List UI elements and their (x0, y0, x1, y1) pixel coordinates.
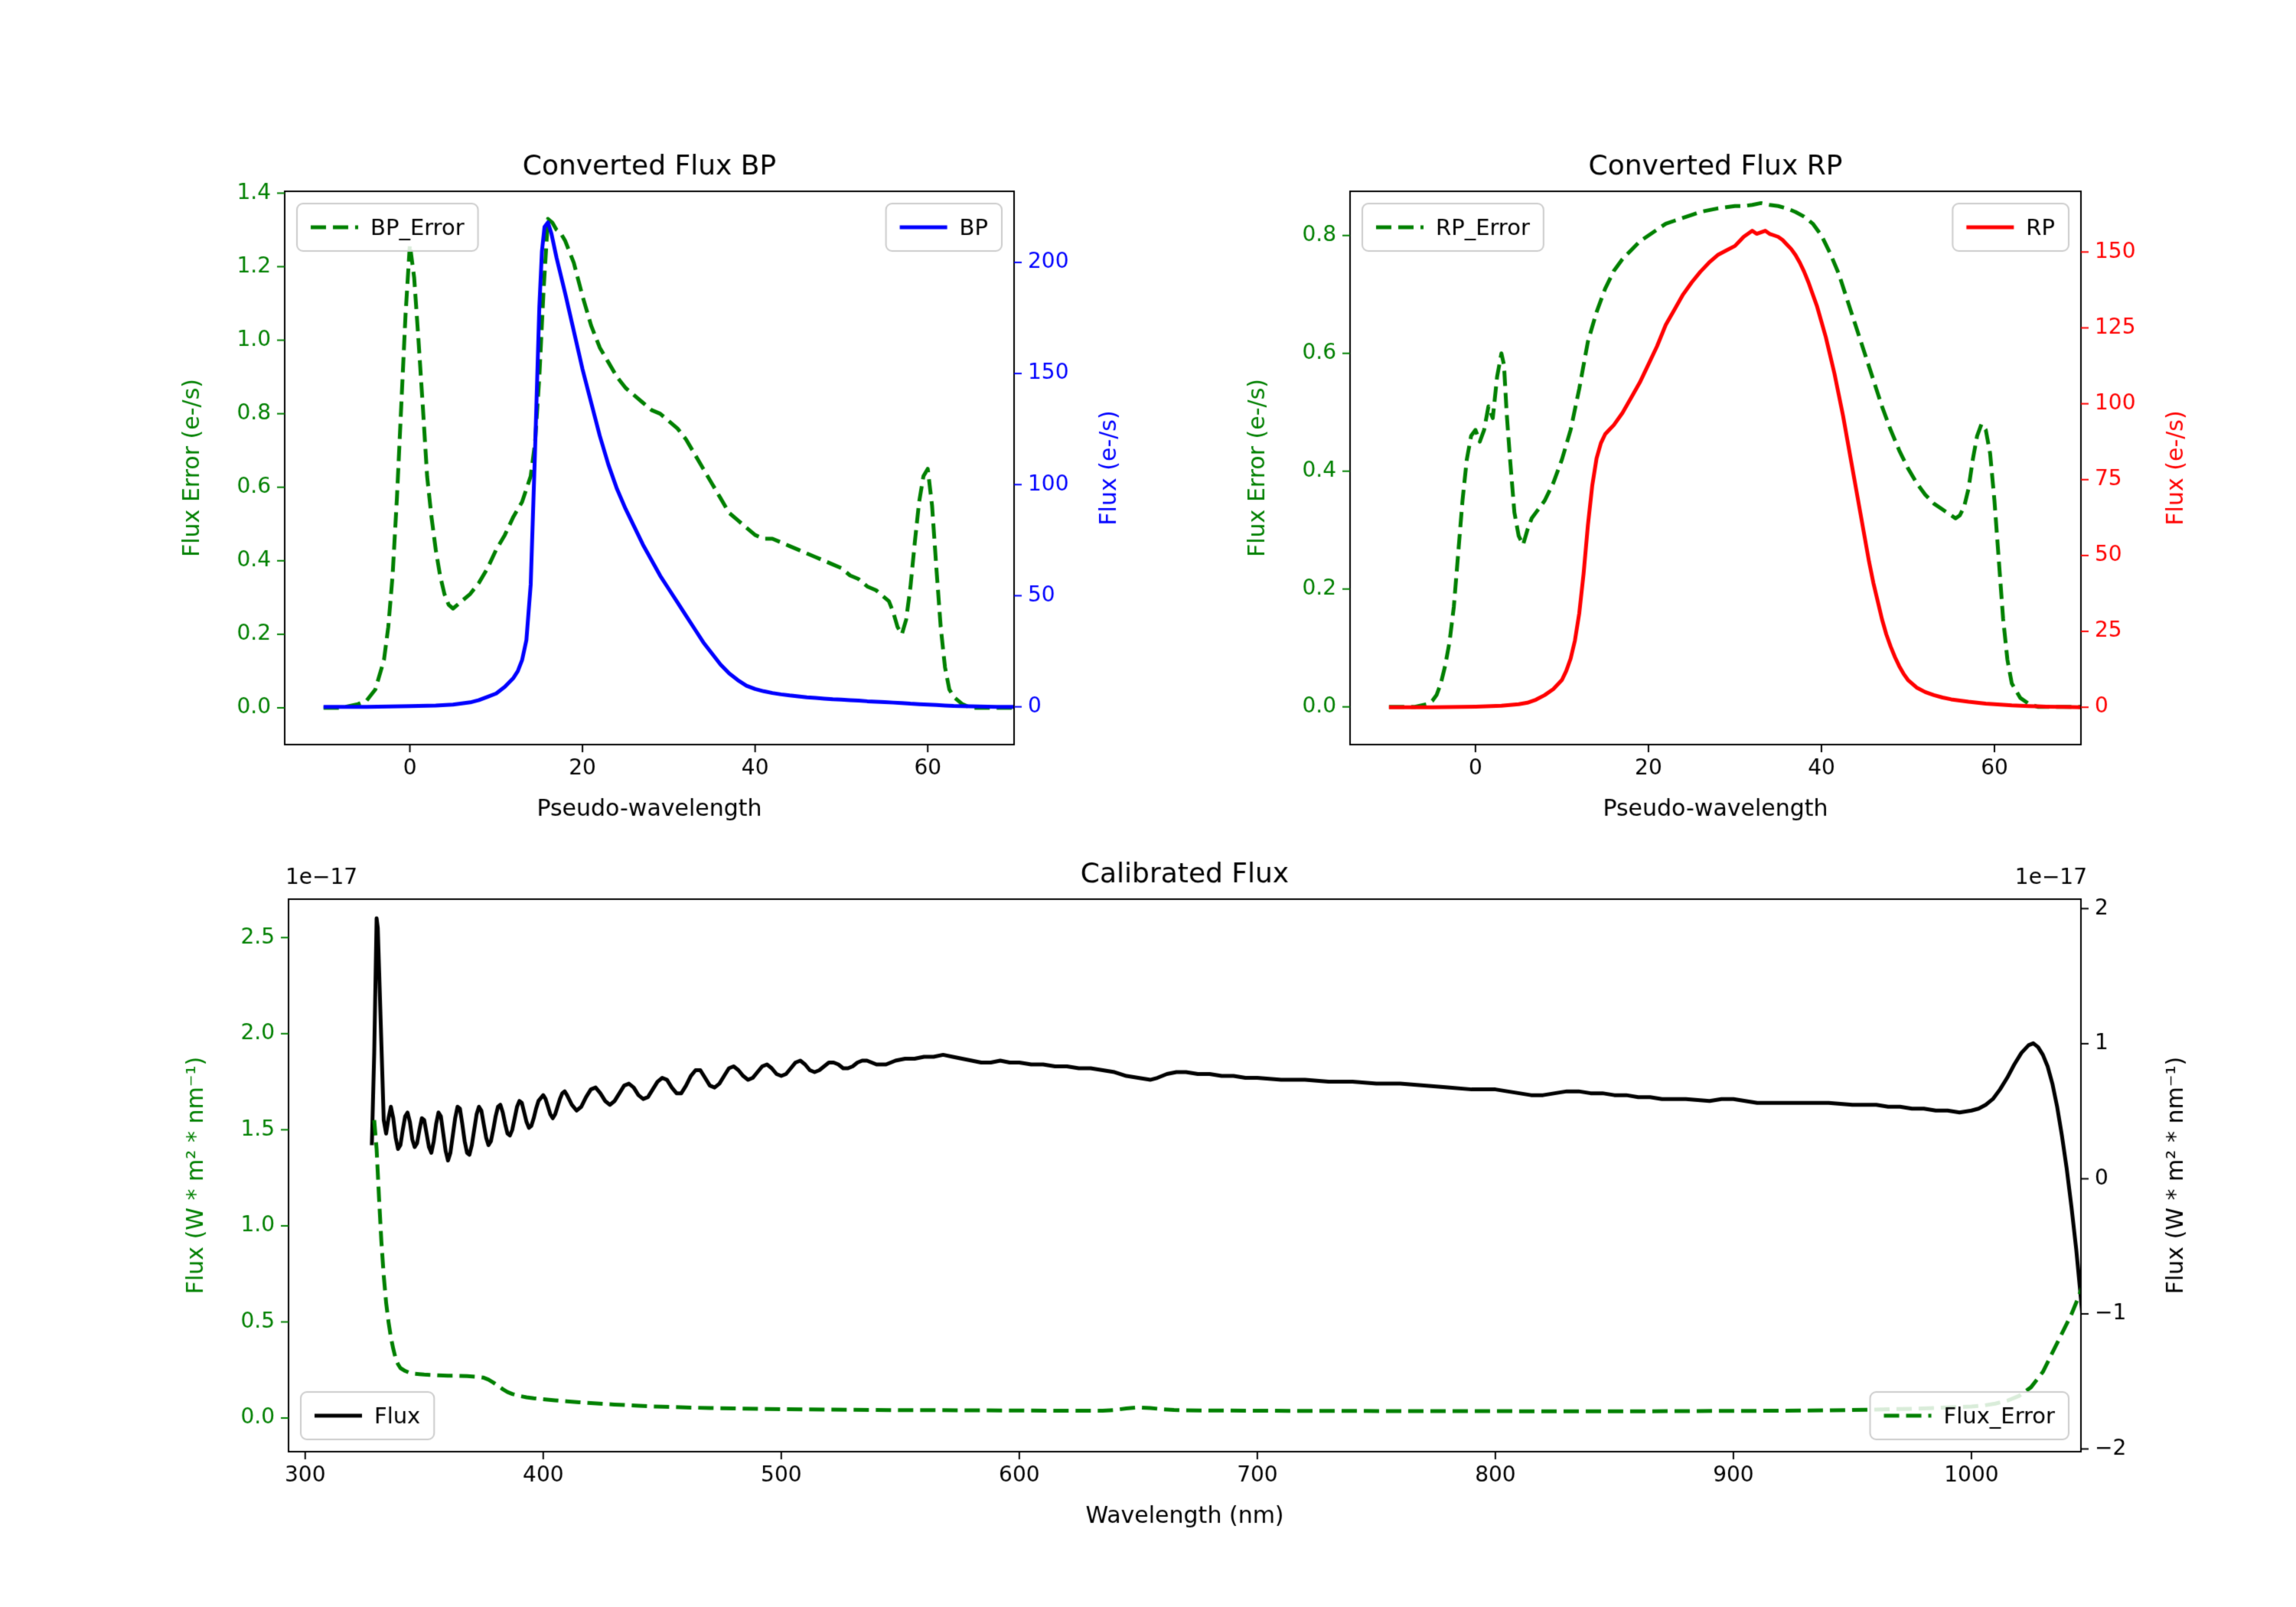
flux-charts-canvas (0, 0, 2296, 1607)
matplotlib-figure (0, 0, 2296, 1607)
